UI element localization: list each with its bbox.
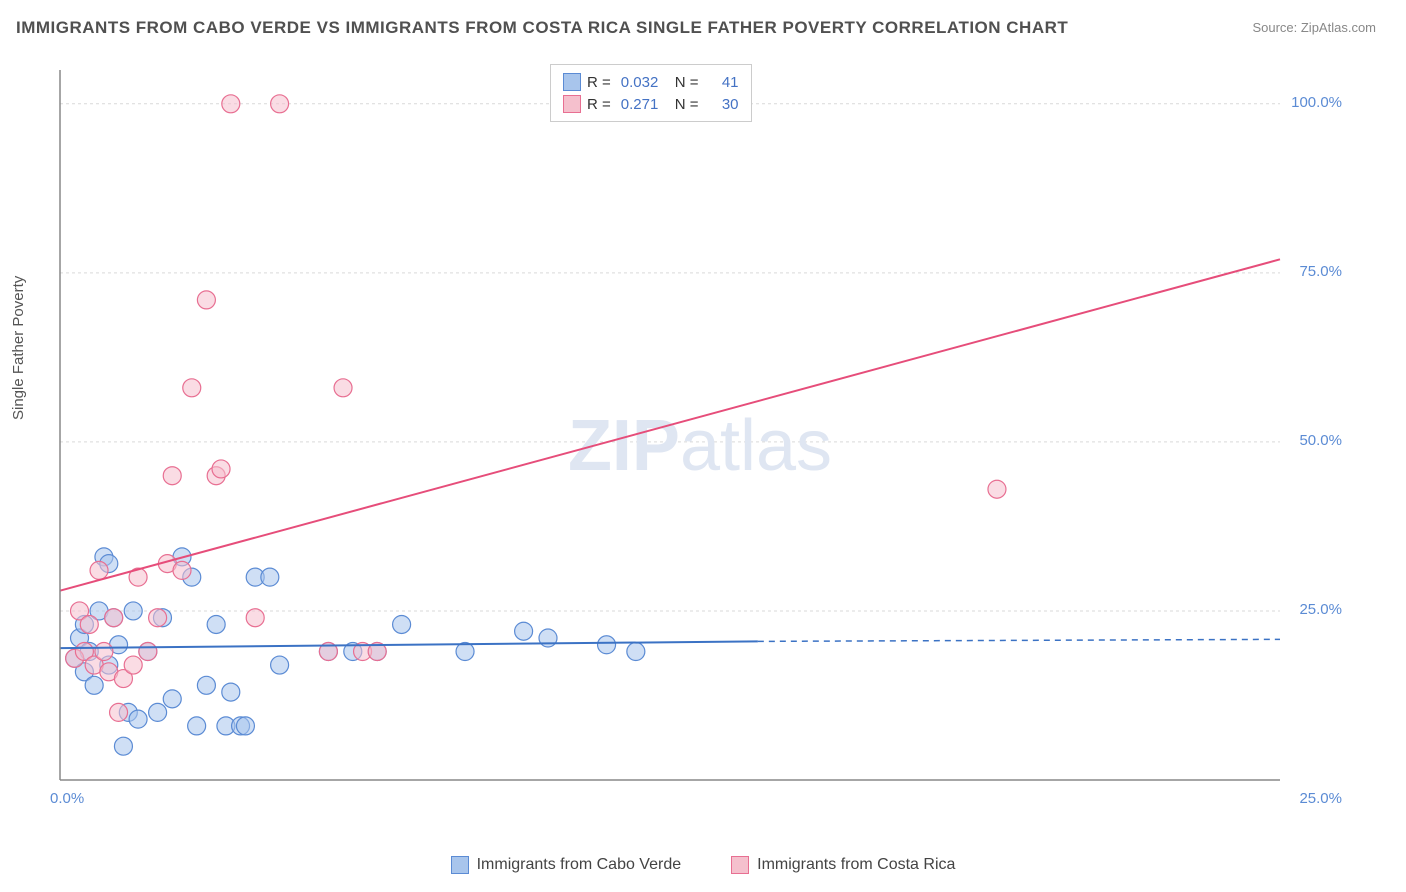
series-legend-label: Immigrants from Costa Rica — [757, 856, 955, 874]
data-point — [85, 676, 103, 694]
legend-swatch — [563, 95, 581, 113]
data-point — [129, 710, 147, 728]
source-attribution: Source: ZipAtlas.com — [1252, 20, 1376, 35]
legend-n-value: 41 — [709, 74, 739, 91]
data-point — [236, 717, 254, 735]
data-point — [598, 636, 616, 654]
data-point — [988, 480, 1006, 498]
data-point — [271, 95, 289, 113]
data-point — [183, 379, 201, 397]
legend-n-label: N = — [675, 96, 699, 113]
chart-container: IMMIGRANTS FROM CABO VERDE VS IMMIGRANTS… — [0, 0, 1406, 892]
data-point — [110, 703, 128, 721]
series-legend-item: Immigrants from Cabo Verde — [451, 856, 682, 874]
chart-title: IMMIGRANTS FROM CABO VERDE VS IMMIGRANTS… — [16, 18, 1068, 38]
legend-n-label: N = — [675, 74, 699, 91]
data-point — [95, 643, 113, 661]
data-point — [105, 609, 123, 627]
data-point — [222, 683, 240, 701]
data-point — [149, 703, 167, 721]
y-tick-label: 75.0% — [1299, 263, 1342, 280]
legend-r-value: 0.271 — [621, 96, 669, 113]
x-tick-label: 0.0% — [50, 790, 84, 807]
y-axis-label: Single Father Poverty — [10, 276, 27, 420]
correlation-legend: R = 0.032 N = 41 R = 0.271 N = 30 — [550, 64, 752, 122]
data-point — [163, 467, 181, 485]
data-point — [114, 737, 132, 755]
data-point — [90, 561, 108, 579]
data-point — [515, 622, 533, 640]
data-point — [188, 717, 206, 735]
legend-row: R = 0.271 N = 30 — [563, 93, 739, 115]
x-tick-label: 25.0% — [1299, 790, 1342, 807]
y-tick-label: 50.0% — [1299, 432, 1342, 449]
data-point — [124, 656, 142, 674]
data-point — [246, 609, 264, 627]
chart-area: ZIPatlas R = 0.032 N = 41 R = 0.271 N = … — [50, 60, 1350, 820]
data-point — [393, 615, 411, 633]
trend-line — [60, 259, 1280, 590]
series-legend: Immigrants from Cabo Verde Immigrants fr… — [0, 856, 1406, 874]
legend-n-value: 30 — [709, 96, 739, 113]
scatter-plot: ZIPatlas — [50, 60, 1350, 820]
data-point — [173, 561, 191, 579]
legend-swatch — [563, 73, 581, 91]
legend-r-value: 0.032 — [621, 74, 669, 91]
trend-line-extrapolated — [758, 639, 1280, 641]
series-legend-label: Immigrants from Cabo Verde — [477, 856, 682, 874]
data-point — [212, 460, 230, 478]
data-point — [149, 609, 167, 627]
legend-r-label: R = — [587, 74, 611, 91]
trend-line — [60, 641, 758, 648]
series-legend-item: Immigrants from Costa Rica — [731, 856, 955, 874]
y-tick-label: 100.0% — [1291, 94, 1342, 111]
legend-r-label: R = — [587, 96, 611, 113]
data-point — [197, 291, 215, 309]
data-point — [80, 615, 98, 633]
y-tick-label: 25.0% — [1299, 601, 1342, 618]
svg-text:ZIPatlas: ZIPatlas — [568, 406, 832, 486]
data-point — [139, 643, 157, 661]
data-point — [261, 568, 279, 586]
data-point — [197, 676, 215, 694]
data-point — [334, 379, 352, 397]
data-point — [271, 656, 289, 674]
legend-row: R = 0.032 N = 41 — [563, 71, 739, 93]
data-point — [627, 643, 645, 661]
legend-swatch — [451, 856, 469, 874]
data-point — [222, 95, 240, 113]
data-point — [163, 690, 181, 708]
data-point — [124, 602, 142, 620]
data-point — [207, 615, 225, 633]
legend-swatch — [731, 856, 749, 874]
